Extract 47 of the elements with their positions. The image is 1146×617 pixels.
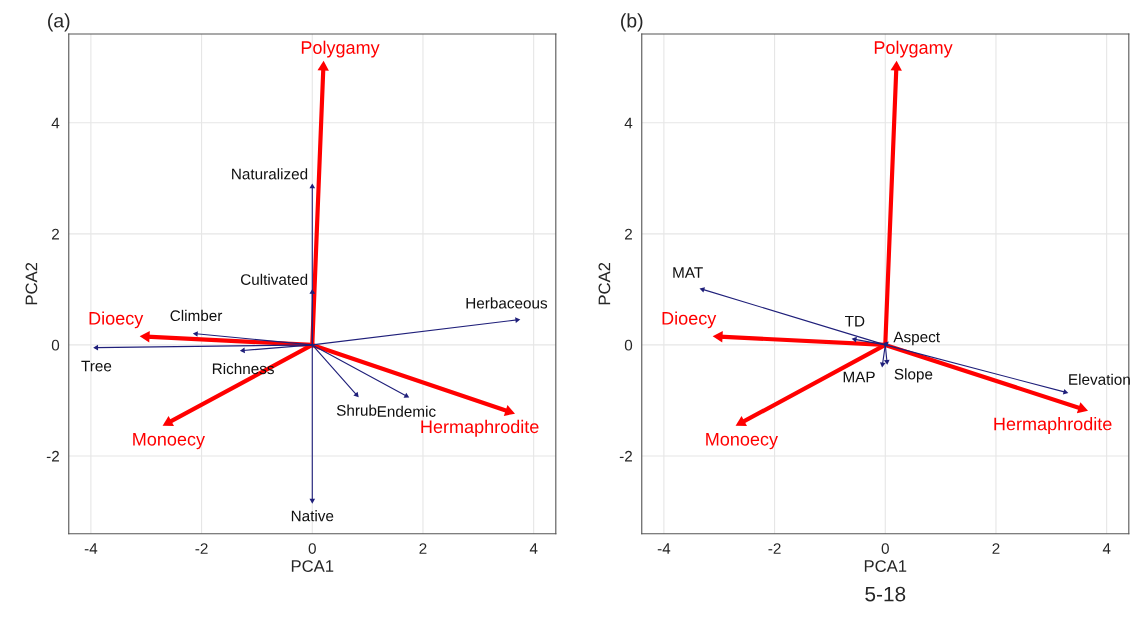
y-tick-label: 0 <box>624 339 633 351</box>
x-tick-label: 4 <box>529 543 538 554</box>
y-axis-title: PCA2 <box>598 262 611 305</box>
x-axis-title: PCA1 <box>291 560 334 572</box>
annotation: Elevation <box>1069 373 1130 385</box>
annotation: Endemic <box>377 405 436 417</box>
x-tick-label: 0 <box>308 543 316 554</box>
annotation: Native <box>291 510 334 522</box>
x-tick-label: 2 <box>419 543 427 554</box>
annotation: Naturalized <box>232 168 308 180</box>
annotation: Polygamy <box>874 40 953 58</box>
annotation: Climber <box>170 309 223 322</box>
x-tick-label: -2 <box>195 543 208 554</box>
annotation: Shrub <box>336 404 377 416</box>
annotation: Hermaphrodite <box>994 417 1112 434</box>
annotation: Herbaceous <box>466 297 548 309</box>
x-tick-label: -4 <box>84 543 98 554</box>
y-tick-label: -2 <box>619 450 632 462</box>
y-axis-title: PCA2 <box>25 262 38 305</box>
x-tick-label: 0 <box>881 543 889 554</box>
y-tick-label: 2 <box>625 228 632 240</box>
x-axis-title: PCA1 <box>864 560 907 572</box>
text: 5-18 <box>865 586 906 602</box>
annotation: MAT <box>673 267 703 278</box>
annotation: Slope <box>894 368 933 383</box>
annotation: Dioecy <box>662 311 717 329</box>
y-tick-label: 4 <box>51 117 60 129</box>
annotation: MAP <box>843 371 875 383</box>
x-tick-label: -4 <box>657 543 671 554</box>
annotation: Polygamy <box>301 40 380 58</box>
chart-title: (a) <box>48 13 70 32</box>
annotation: Hermaphrodite <box>421 419 539 437</box>
x-tick-label: 2 <box>992 543 1000 554</box>
chart-title: (b) <box>621 13 643 32</box>
y-tick-label: 2 <box>52 228 59 240</box>
x-tick-label: 4 <box>1102 543 1111 554</box>
annotation: Tree <box>81 360 112 372</box>
annotation: Monoecy <box>133 433 205 450</box>
annotation: Monoecy <box>706 433 778 450</box>
annotation: TD <box>845 315 865 327</box>
y-tick-label: -2 <box>46 450 59 462</box>
annotation: Aspect <box>893 331 940 346</box>
y-tick-label: 4 <box>624 117 633 129</box>
annotation: Cultivated <box>240 273 308 285</box>
annotation: Dioecy <box>89 311 144 329</box>
y-tick-label: 0 <box>51 339 60 351</box>
x-tick-label: -2 <box>768 543 781 554</box>
